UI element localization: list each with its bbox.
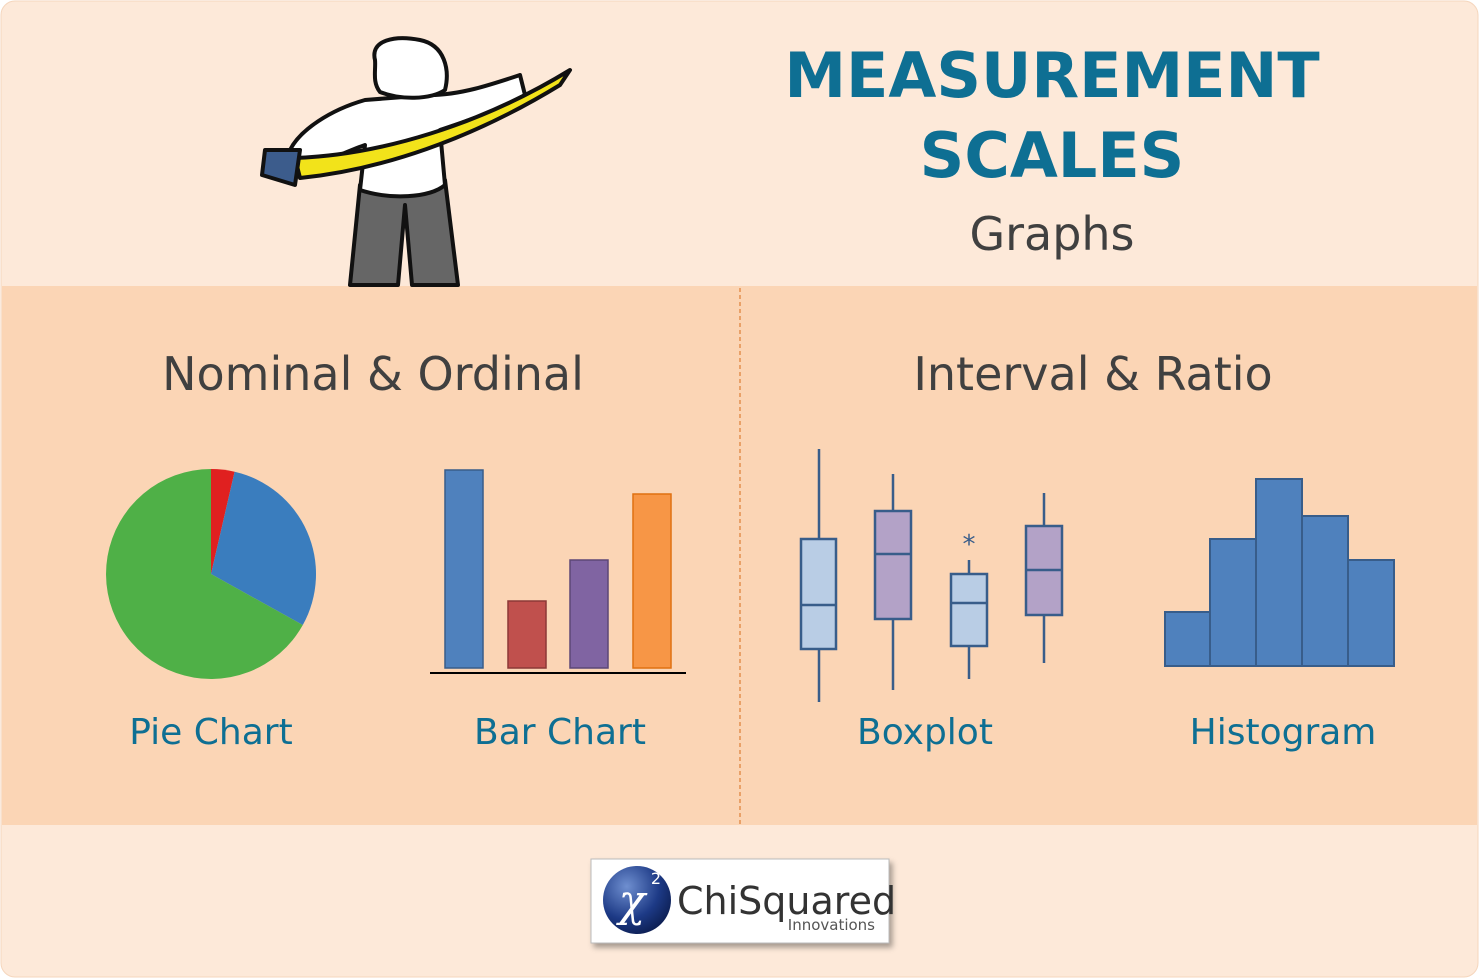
person-illustration [260,36,572,287]
histogram-icon [1164,478,1395,667]
bar-icon [430,469,686,674]
chart-label: Bar Chart [474,712,646,753]
chart-label: Pie Chart [129,712,292,753]
chart-label: Boxplot [857,712,993,753]
chart-label: Histogram [1190,712,1377,753]
logo-superscript: 2 [651,869,661,888]
logo-tagline: Innovations [788,916,875,934]
logo-symbol: χ [616,876,648,927]
pie-icon [106,469,317,680]
title: SCALES [920,119,1185,192]
outlier-marker: * [963,530,976,560]
logo: χ 2 ChiSquared Innovations [590,858,896,944]
section-heading: Interval & Ratio [913,347,1272,401]
subtitle: Graphs [969,207,1134,261]
boxplot-icon [799,449,1064,702]
title: MEASUREMENT [784,39,1319,112]
section-heading: Nominal & Ordinal [162,347,584,401]
logo-name: ChiSquared [677,879,896,923]
